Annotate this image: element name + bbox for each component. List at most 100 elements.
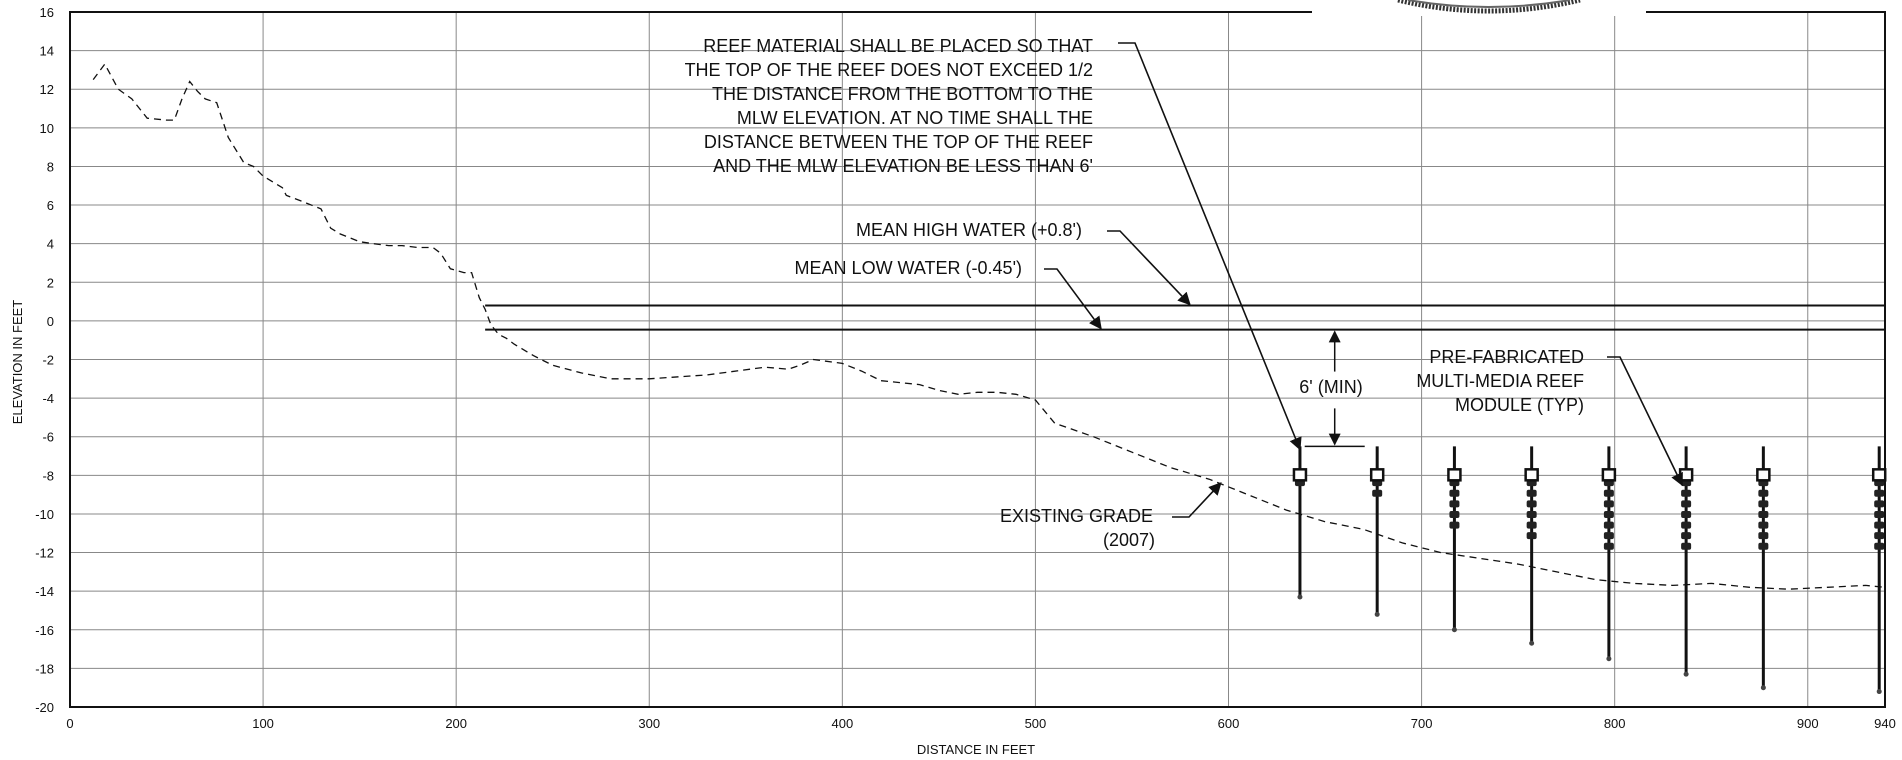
reef-module-block [1603,510,1614,518]
reef-module-block [1526,532,1537,540]
reef-module-base [1760,685,1766,691]
leader-lines [1044,42,1683,518]
mhw-leader [1107,230,1191,306]
y-tick-label: -12 [35,546,54,561]
reef-module [1678,446,1694,677]
module-note-line-2: MULTI-MEDIA REEF [1416,371,1584,391]
x-tick-label: 600 [1218,716,1240,731]
y-tick-label: -20 [35,700,54,715]
x-tick-label: 0 [66,716,73,731]
reef-module-base [1606,656,1612,662]
x-tick-label: 100 [252,716,274,731]
mhw-label: MEAN HIGH WATER (+0.8') [856,220,1082,240]
y-tick-label: -6 [42,430,54,445]
reef-module-marker [1871,468,1887,482]
dimension-layer [1304,330,1365,448]
reef-module-block [1603,542,1614,550]
reef-module-block [1449,510,1460,518]
y-tick-label: 6 [47,198,54,213]
reef-module-block [1526,500,1537,508]
reef-module-block [1603,500,1614,508]
reef-note-line-4: MLW ELEVATION. AT NO TIME SHALL THE [737,108,1093,128]
grade-note-line-2: (2007) [1103,530,1155,550]
y-tick-label: -8 [42,468,54,483]
reef-module-base [1297,594,1303,600]
x-tick-label: 400 [831,716,853,731]
reef-module-block [1758,532,1769,540]
y-tick-label: -2 [42,353,54,368]
reef-module-block [1449,489,1460,497]
x-tick-label: 300 [638,716,660,731]
y-tick-label: -18 [35,661,54,676]
reef-module-marker [1524,468,1539,482]
reef-module [1756,446,1771,691]
reef-material-note: REEF MATERIAL SHALL BE PLACED SO THAT TH… [685,36,1093,176]
axis-ticks: 0 100 200 300 400 500 600 700 800 900 940 16 14 12 10 8… [35,5,1896,731]
reef-module-block [1758,542,1769,550]
x-tick-label: 200 [445,716,467,731]
x-tick-label: 900 [1797,716,1819,731]
mlw-leader [1044,268,1102,330]
reef-module [1871,446,1887,695]
existing-grade-note: EXISTING GRADE (2007) [1000,506,1155,550]
reef-module-marker [1756,468,1771,482]
x-tick-label: 940 [1874,716,1896,731]
reef-note-line-3: THE DISTANCE FROM THE BOTTOM TO THE [712,84,1093,104]
reef-module-block [1874,510,1885,518]
reef-module-note: PRE-FABRICATED MULTI-MEDIA REEF MODULE (… [1416,347,1584,415]
reef-module-block [1372,489,1383,497]
reef-module-block [1526,521,1537,529]
reef-module-marker [1678,468,1694,482]
reef-module [1601,446,1617,662]
reef-module-block [1449,500,1460,508]
y-tick-label: -10 [35,507,54,522]
reef-module-base [1374,611,1380,617]
reef-module-marker [1292,468,1308,482]
x-tick-label: 500 [1025,716,1047,731]
reef-note-line-5: DISTANCE BETWEEN THE TOP OF THE REEF [704,132,1093,152]
plot-frame [69,11,1886,708]
reef-module-block [1526,489,1537,497]
y-tick-label: 2 [47,275,54,290]
reef-module-marker [1601,468,1617,482]
y-tick-label: 16 [40,5,54,20]
seal-icon [1312,0,1646,16]
reef-module [1524,446,1539,646]
y-tick-label: 0 [47,314,54,329]
reef-note-leader [1118,42,1302,451]
module-note-line-3: MODULE (TYP) [1455,395,1584,415]
reef-module-block [1874,542,1885,550]
grade-note-line-1: EXISTING GRADE [1000,506,1153,526]
grid [70,12,1885,707]
grade-leader [1172,482,1222,518]
reef-note-line-6: AND THE MLW ELEVATION BE LESS THAN 6' [713,156,1093,176]
reef-module-block [1449,521,1460,529]
reef-module-block [1681,532,1692,540]
reef-module-block [1874,500,1885,508]
y-tick-label: 4 [47,237,54,252]
reef-module [1369,446,1385,617]
reef-module-base [1529,640,1535,646]
x-axis-label: DISTANCE IN FEET [917,742,1035,757]
mlw-label: MEAN LOW WATER (-0.45') [795,258,1022,278]
reef-note-line-2: THE TOP OF THE REEF DOES NOT EXCEED 1/2 [685,60,1093,80]
reef-module [1292,446,1308,600]
reef-module-block [1874,489,1885,497]
reef-module-base [1876,689,1882,695]
y-tick-label: -4 [42,391,54,406]
reef-module-block [1758,500,1769,508]
reef-module-block [1681,521,1692,529]
x-tick-label: 700 [1411,716,1433,731]
reef-module-base [1451,627,1457,633]
reef-module-block [1758,489,1769,497]
reef-module-block [1681,542,1692,550]
reef-module-block [1681,489,1692,497]
water-lines [485,304,1885,331]
y-tick-label: 14 [40,44,54,59]
y-tick-label: -14 [35,584,54,599]
reef-module-block [1681,500,1692,508]
reef-module-block [1758,521,1769,529]
y-tick-label: -16 [35,623,54,638]
reef-module-block [1681,510,1692,518]
